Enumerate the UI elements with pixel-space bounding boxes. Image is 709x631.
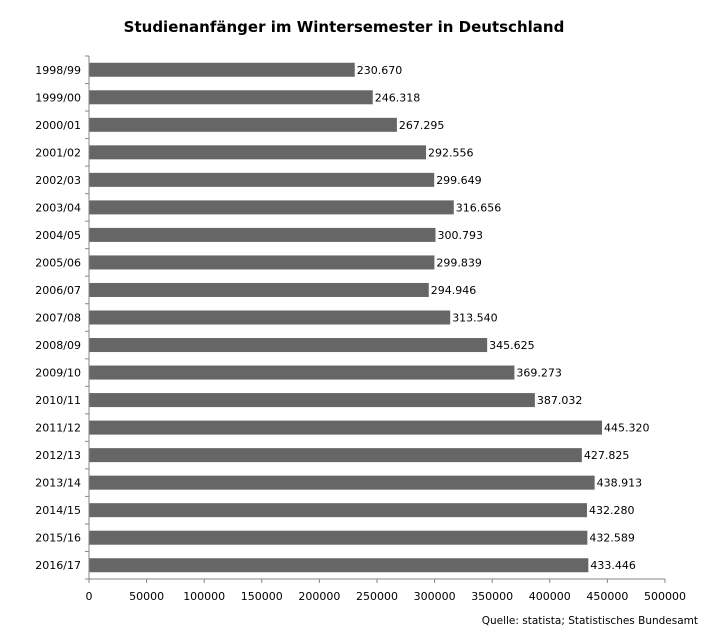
x-tick-label: 350000 xyxy=(471,590,513,603)
category-label: 2004/05 xyxy=(35,229,81,242)
bar-2003/04 xyxy=(89,200,454,215)
data-label: 438.913 xyxy=(597,477,643,490)
category-label: 2001/02 xyxy=(35,146,81,159)
bar-2006/07 xyxy=(89,282,429,297)
data-label: 313.540 xyxy=(452,312,498,325)
category-label: 2013/14 xyxy=(35,477,81,490)
category-label: 2009/10 xyxy=(35,367,81,380)
data-label: 292.556 xyxy=(428,146,474,159)
bar-2008/09 xyxy=(89,338,488,353)
data-label: 445.320 xyxy=(604,422,650,435)
category-label: 2007/08 xyxy=(35,312,81,325)
bar-2015/16 xyxy=(89,530,588,545)
data-label: 427.825 xyxy=(584,449,630,462)
data-label: 433.446 xyxy=(590,559,636,572)
data-label: 294.946 xyxy=(431,284,477,297)
data-label: 300.793 xyxy=(438,229,484,242)
category-label: 2000/01 xyxy=(35,119,81,132)
bar-2004/05 xyxy=(89,227,436,242)
bar-2007/08 xyxy=(89,310,451,325)
bar-2014/15 xyxy=(89,503,587,518)
category-labels: 1998/99 1999/00 2000/01 2001/02 2002/03 2003/… xyxy=(35,64,81,572)
x-tick-label: 500000 xyxy=(644,590,686,603)
x-ticks: 0 50000 100000 150000 200000 250000 300000 3500… xyxy=(86,590,687,603)
bar-2005/06 xyxy=(89,255,435,270)
data-label: 299.649 xyxy=(436,174,482,187)
x-tick-label: 250000 xyxy=(356,590,398,603)
bar-1998/99 xyxy=(89,62,355,77)
chart-title: Studienanfänger im Wintersemester in Deu… xyxy=(124,18,565,36)
category-label: 1998/99 xyxy=(35,64,81,77)
category-label: 2010/11 xyxy=(35,394,81,407)
data-label: 316.656 xyxy=(456,201,502,214)
axes xyxy=(85,55,666,583)
x-tick-label: 450000 xyxy=(586,590,628,603)
bar-2001/02 xyxy=(89,145,427,160)
data-label: 299.839 xyxy=(436,256,482,269)
data-label: 432.280 xyxy=(589,504,635,517)
x-tick-label: 400000 xyxy=(529,590,571,603)
category-label: 2005/06 xyxy=(35,256,81,269)
bar-2016/17 xyxy=(89,558,589,573)
bar-2000/01 xyxy=(89,117,397,132)
data-label: 230.670 xyxy=(357,64,403,77)
bar-2013/14 xyxy=(89,475,595,490)
bar-2002/03 xyxy=(89,172,435,187)
data-label: 387.032 xyxy=(537,394,583,407)
category-label: 2016/17 xyxy=(35,559,81,572)
category-label: 2012/13 xyxy=(35,449,81,462)
bar-1999/00 xyxy=(89,90,373,105)
data-label: 345.625 xyxy=(489,339,535,352)
x-tick-label: 300000 xyxy=(414,590,456,603)
bar-2012/13 xyxy=(89,448,582,463)
category-label: 2011/12 xyxy=(35,422,81,435)
category-label: 2008/09 xyxy=(35,339,81,352)
bar-2009/10 xyxy=(89,365,515,380)
category-label: 2015/16 xyxy=(35,532,81,545)
category-label: 2003/04 xyxy=(35,201,81,214)
data-label: 267.295 xyxy=(399,119,445,132)
category-label: 2002/03 xyxy=(35,174,81,187)
bar-2011/12 xyxy=(89,420,603,435)
bars xyxy=(89,62,603,573)
bar-2010/11 xyxy=(89,393,535,408)
x-tick-label: 100000 xyxy=(183,590,225,603)
x-tick-label: 200000 xyxy=(298,590,340,603)
data-label: 432.589 xyxy=(589,532,635,545)
data-label: 369.273 xyxy=(516,367,562,380)
category-label: 2006/07 xyxy=(35,284,81,297)
x-tick-label: 50000 xyxy=(129,590,164,603)
data-labels: 230.670 246.318 267.295 292.556 299.649 316.6… xyxy=(357,64,650,572)
category-label: 1999/00 xyxy=(35,91,81,104)
data-label: 246.318 xyxy=(375,91,421,104)
x-tick-label: 150000 xyxy=(241,590,283,603)
source-note: Quelle: statista; Statistisches Bundesam… xyxy=(482,615,698,627)
x-tick-label: 0 xyxy=(86,590,93,603)
category-label: 2014/15 xyxy=(35,504,81,517)
